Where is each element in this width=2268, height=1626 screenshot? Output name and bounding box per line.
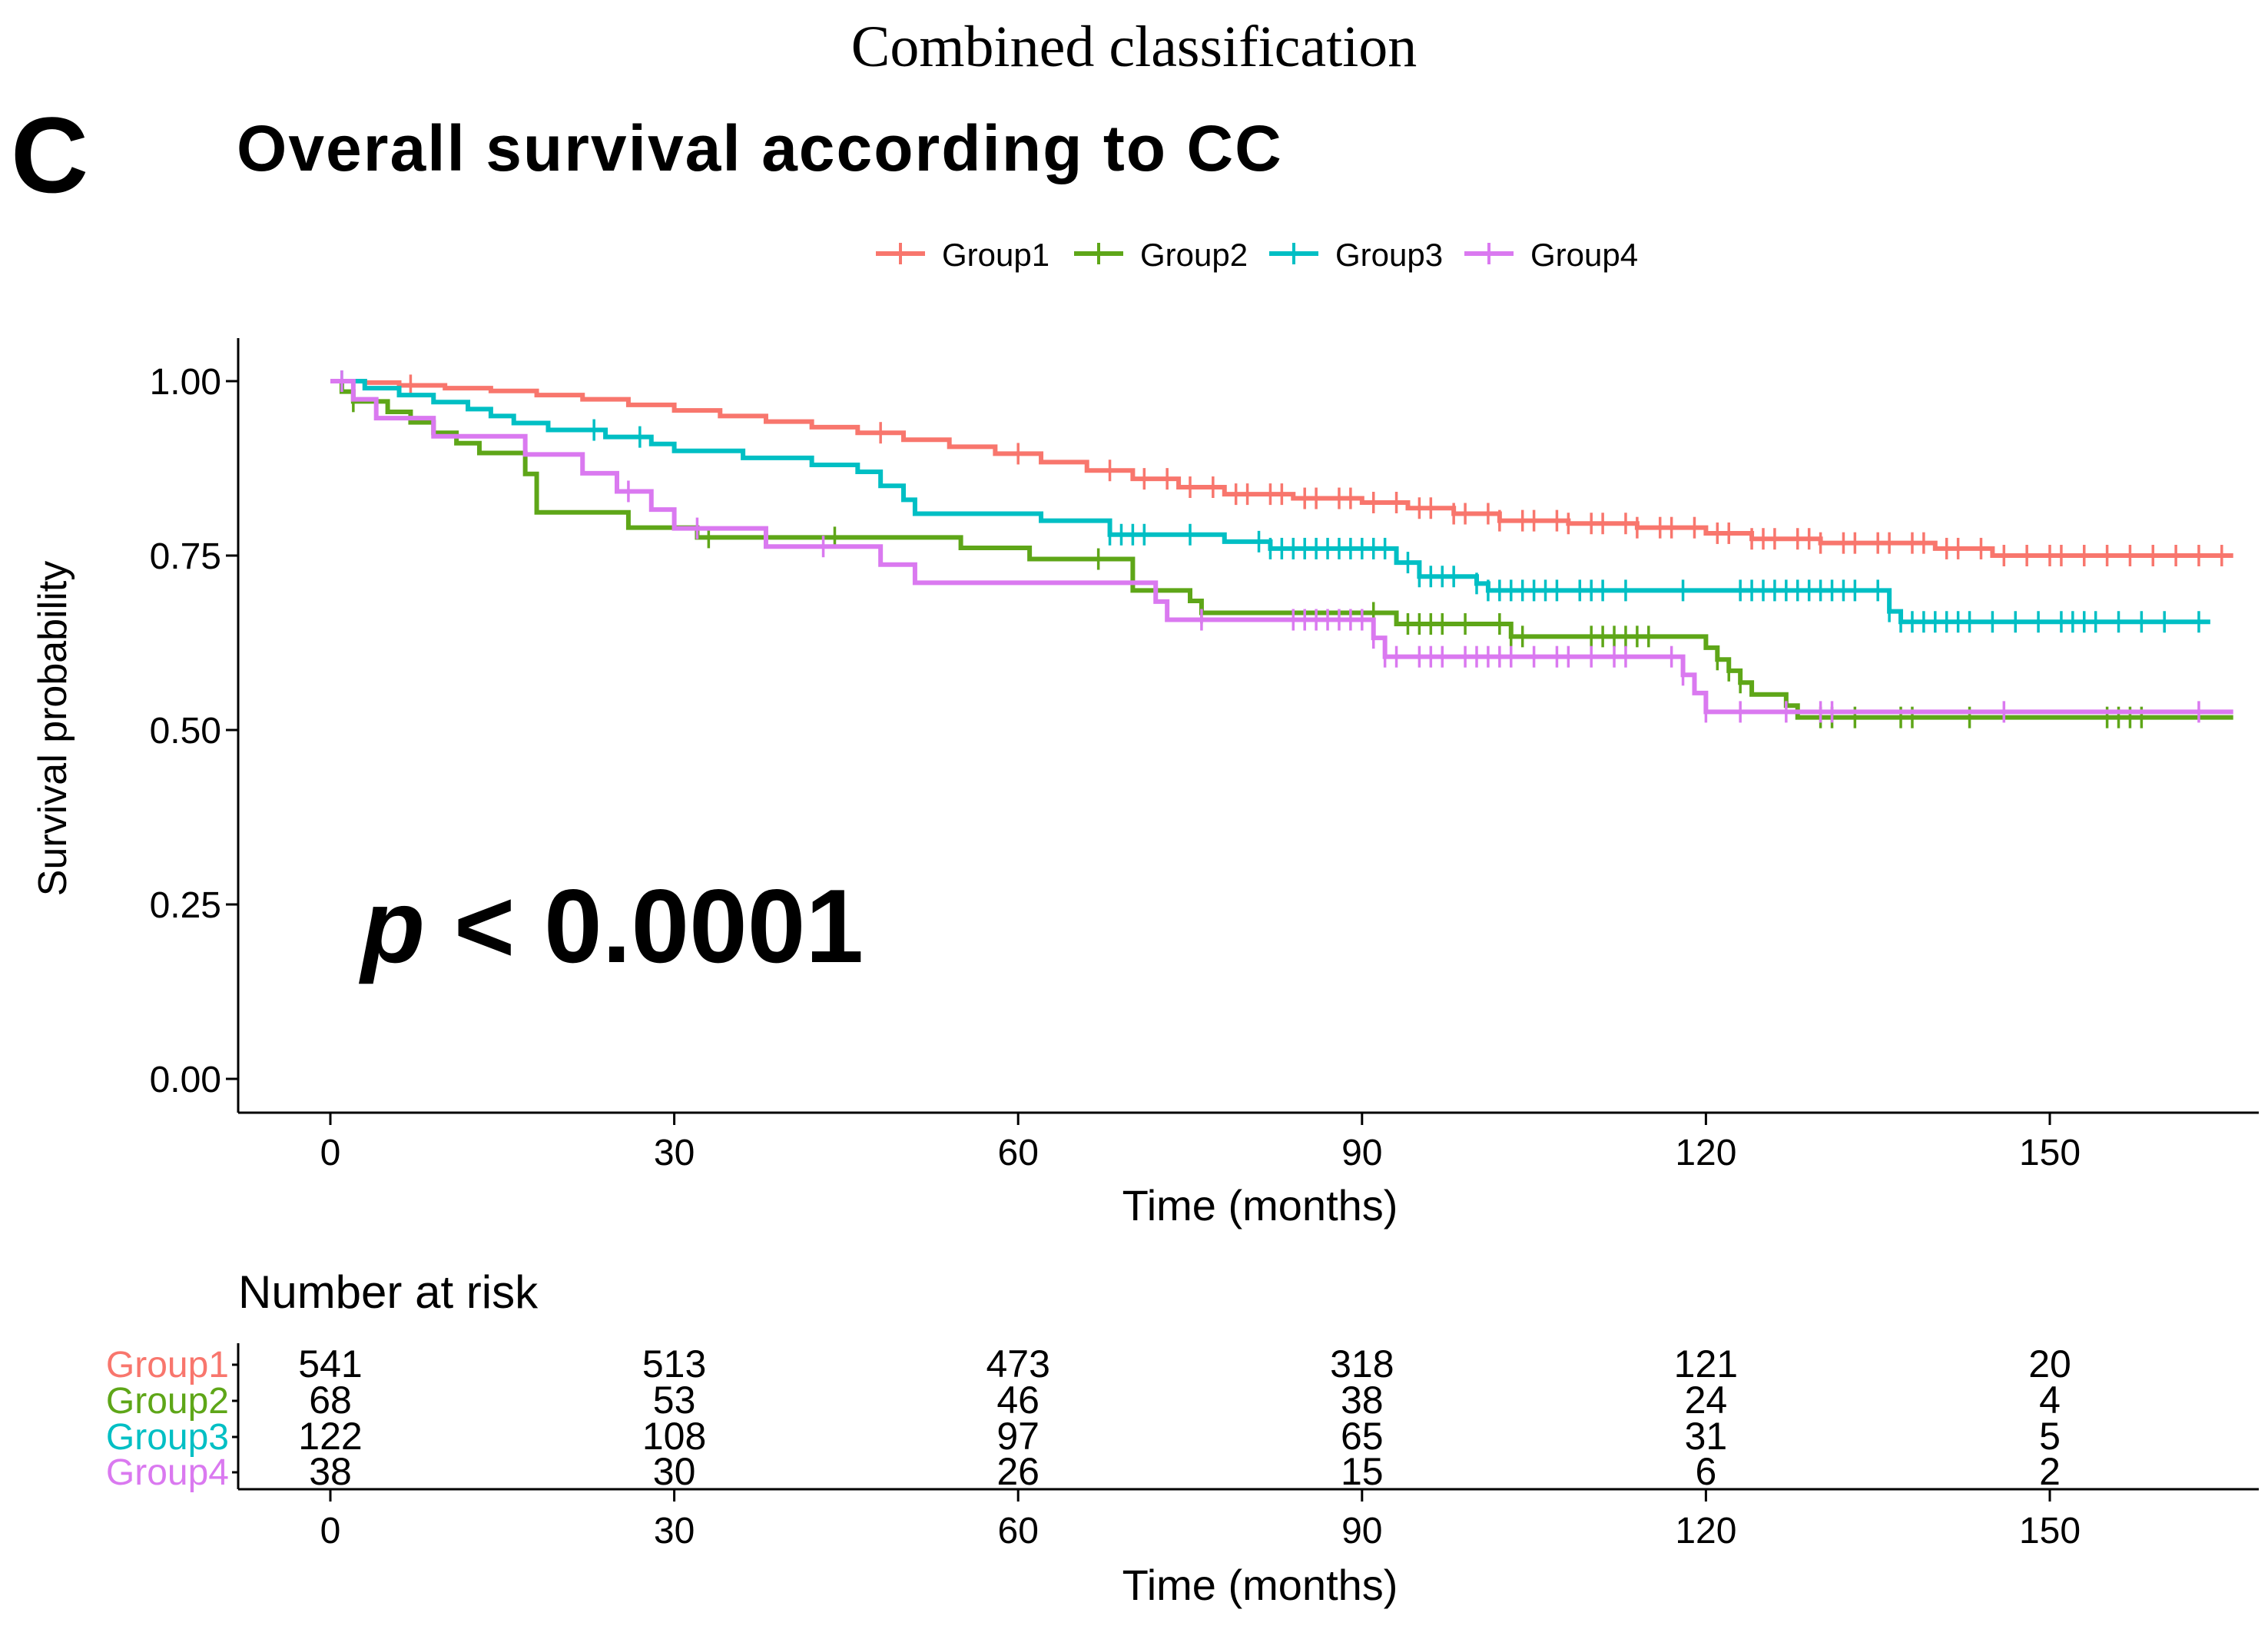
y-tick-label: 0.75 [150,536,221,577]
risk-count: 6 [1695,1450,1716,1493]
legend: Group1 Group2 Group3 Group4 [876,237,1638,273]
risk-count: 513 [642,1342,706,1385]
y-tick-label: 0.00 [150,1060,221,1100]
x-tick-label: 120 [1675,1133,1736,1173]
survival-curves [330,370,2233,728]
risk-row-group2: Group2 68 53 46 38 24 4 [106,1379,2061,1422]
risk-count: 108 [642,1415,706,1458]
risk-count: 31 [1685,1415,1728,1458]
risk-row-label: Group3 [106,1417,229,1458]
risk-count: 24 [1685,1379,1728,1422]
x-tick-label: 90 [1341,1133,1382,1173]
risk-count: 38 [1341,1379,1384,1422]
risk-row-label: Group2 [106,1381,229,1422]
risk-row-group1: Group1 541 513 473 318 121 20 [106,1342,2071,1385]
risk-count: 68 [309,1379,352,1422]
x-axis-label: Time (months) [1122,1181,1398,1229]
survival-line-group1 [330,379,2233,558]
risk-count: 5 [2039,1415,2061,1458]
series-group1 [330,374,2233,566]
risk-count: 15 [1341,1450,1384,1493]
p-value-annotation: p < 0.0001 [359,868,864,984]
risk-count: 26 [996,1450,1040,1493]
risk-x-tick-label: 60 [998,1511,1039,1551]
p-value-rest: < 0.0001 [425,868,864,984]
x-ticks: 0 30 60 90 120 150 [320,1113,2081,1173]
y-tick-label: 1.00 [150,362,221,403]
y-axis-label: Survival probability [31,561,75,896]
risk-count: 46 [996,1379,1040,1422]
y-tick-label: 0.50 [150,711,221,752]
risk-row-label: Group1 [106,1345,229,1385]
risk-table-x-label: Time (months) [1122,1561,1398,1609]
risk-x-tick-label: 120 [1675,1511,1736,1551]
legend-item-group3: Group3 [1269,237,1443,273]
risk-table-title: Number at risk [238,1266,539,1318]
risk-row-label: Group4 [106,1452,229,1493]
legend-label: Group3 [1335,237,1443,273]
risk-count: 122 [298,1415,362,1458]
p-value-italic: p [359,868,425,984]
risk-row-group4: Group4 38 30 26 15 6 2 [106,1450,2061,1493]
risk-count: 65 [1341,1415,1384,1458]
risk-table-x-ticks: 0 30 60 90 120 150 [320,1489,2081,1551]
legend-item-group1: Group1 [876,237,1049,273]
y-ticks: 0.00 0.25 0.50 0.75 1.00 [150,362,238,1100]
figure-title: Combined classification [851,15,1418,79]
risk-count: 53 [653,1379,696,1422]
risk-table: Number at risk Group1 541 513 473 318 121 20Gr… [106,1266,2259,1609]
x-tick-label: 150 [2019,1133,2081,1173]
survival-line-group2 [330,379,2233,720]
y-tick-label: 0.25 [150,885,221,926]
risk-count: 318 [1330,1342,1394,1385]
risk-count: 2 [2039,1450,2061,1493]
legend-label: Group1 [942,237,1049,273]
legend-label: Group2 [1140,237,1248,273]
legend-item-group2: Group2 [1074,237,1248,273]
panel-label: C [11,95,88,215]
x-tick-label: 60 [998,1133,1039,1173]
risk-x-tick-label: 0 [320,1511,341,1551]
plot-area: 0.00 0.25 0.50 0.75 1.00 0 30 60 90 120 150 Survi… [31,338,2259,1229]
risk-row-group3: Group3 122 108 97 65 31 5 [106,1415,2061,1458]
risk-count: 473 [986,1342,1049,1385]
risk-count: 38 [309,1450,352,1493]
risk-x-tick-label: 30 [654,1511,695,1551]
legend-label: Group4 [1530,237,1638,273]
risk-count: 121 [1674,1342,1738,1385]
series-group4 [330,370,2233,723]
x-tick-label: 0 [320,1133,341,1173]
risk-x-tick-label: 150 [2019,1511,2081,1551]
risk-count: 541 [298,1342,362,1385]
chart-title: Overall survival according to CC [237,112,1283,184]
legend-item-group4: Group4 [1464,237,1638,273]
risk-count: 97 [996,1415,1040,1458]
x-tick-label: 30 [654,1133,695,1173]
risk-count: 30 [653,1450,696,1493]
risk-x-tick-label: 90 [1341,1511,1382,1551]
risk-count: 20 [2028,1342,2071,1385]
survival-line-group3 [330,379,2210,625]
risk-count: 4 [2039,1379,2061,1422]
